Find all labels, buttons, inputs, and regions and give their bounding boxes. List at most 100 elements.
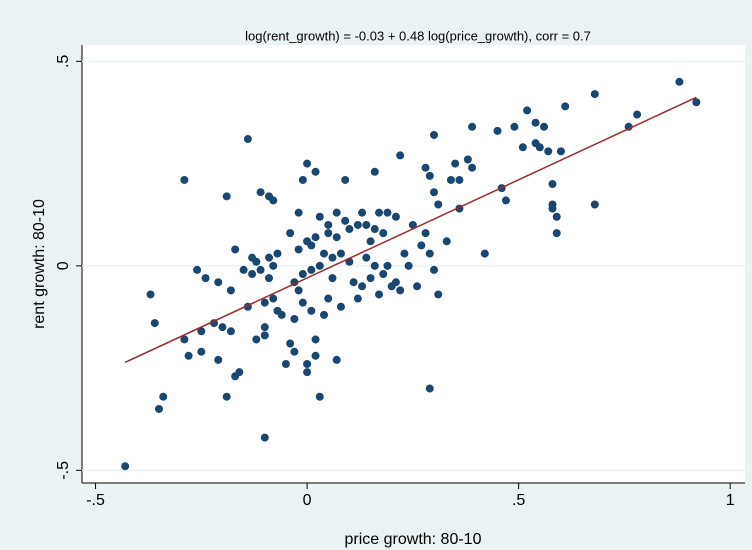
point [468, 122, 477, 131]
point [226, 327, 235, 336]
point [218, 323, 227, 332]
point [383, 208, 392, 217]
point [315, 212, 324, 221]
point [222, 392, 231, 401]
point [510, 122, 519, 131]
point [286, 229, 295, 238]
point [320, 249, 329, 258]
point [260, 298, 269, 307]
point [260, 331, 269, 340]
point [362, 220, 371, 229]
point [332, 355, 341, 364]
point [493, 126, 502, 135]
point [341, 175, 350, 184]
point [269, 196, 278, 205]
point [633, 110, 642, 119]
point [468, 163, 477, 172]
y-axis-title: rent growth: 80-10 [31, 199, 48, 329]
point [197, 327, 206, 336]
point [590, 90, 599, 99]
point [336, 302, 345, 311]
point [561, 102, 570, 111]
point [531, 118, 540, 127]
point [552, 229, 561, 238]
point [277, 310, 286, 319]
point [425, 171, 434, 180]
point [421, 229, 430, 238]
point [260, 433, 269, 442]
point [366, 274, 375, 283]
point [303, 359, 312, 368]
point [260, 323, 269, 332]
point [442, 237, 451, 246]
point [396, 286, 405, 295]
point [324, 294, 333, 303]
point [273, 249, 282, 258]
y-tick-label: 0 [55, 261, 72, 270]
point [235, 368, 244, 377]
point [434, 200, 443, 209]
point [455, 175, 464, 184]
point [214, 278, 223, 287]
point [383, 261, 392, 270]
point [298, 270, 307, 279]
point [430, 130, 439, 139]
x-tick-label: -.5 [86, 492, 105, 509]
point [298, 175, 307, 184]
point [328, 274, 337, 283]
point [214, 355, 223, 364]
point [353, 294, 362, 303]
point [552, 212, 561, 221]
point [375, 208, 384, 217]
point [180, 175, 189, 184]
point [375, 290, 384, 299]
fit-line [124, 96, 697, 364]
point [540, 122, 549, 131]
point [159, 392, 168, 401]
point [324, 220, 333, 229]
point [226, 286, 235, 295]
point [256, 188, 265, 197]
point [345, 225, 354, 234]
point [201, 274, 210, 283]
point [328, 253, 337, 262]
point [391, 278, 400, 287]
point [243, 135, 252, 144]
x-axis-title: price growth: 80-10 [345, 531, 482, 548]
point [535, 143, 544, 152]
point [446, 175, 455, 184]
point [281, 359, 290, 368]
point [155, 404, 164, 413]
point [379, 270, 388, 279]
point [146, 290, 155, 299]
point [518, 143, 527, 152]
point [303, 159, 312, 168]
point [590, 200, 599, 209]
point [311, 335, 320, 344]
point [421, 163, 430, 172]
x-tick-label: 1 [726, 492, 735, 509]
point [320, 310, 329, 319]
point [404, 261, 413, 270]
point [341, 216, 350, 225]
point [358, 282, 367, 291]
point [311, 167, 320, 176]
point [430, 188, 439, 197]
point [366, 237, 375, 246]
point [336, 249, 345, 258]
point [396, 151, 405, 160]
point [324, 229, 333, 238]
point [286, 339, 295, 348]
point [523, 106, 532, 115]
point [425, 384, 434, 393]
y-tick-label: .5 [55, 55, 72, 68]
point [210, 319, 219, 328]
point [294, 245, 303, 254]
point [624, 122, 633, 131]
point [692, 98, 701, 107]
point [307, 241, 316, 250]
point [265, 253, 274, 262]
point [180, 335, 189, 344]
point [556, 147, 565, 156]
point [121, 462, 130, 471]
